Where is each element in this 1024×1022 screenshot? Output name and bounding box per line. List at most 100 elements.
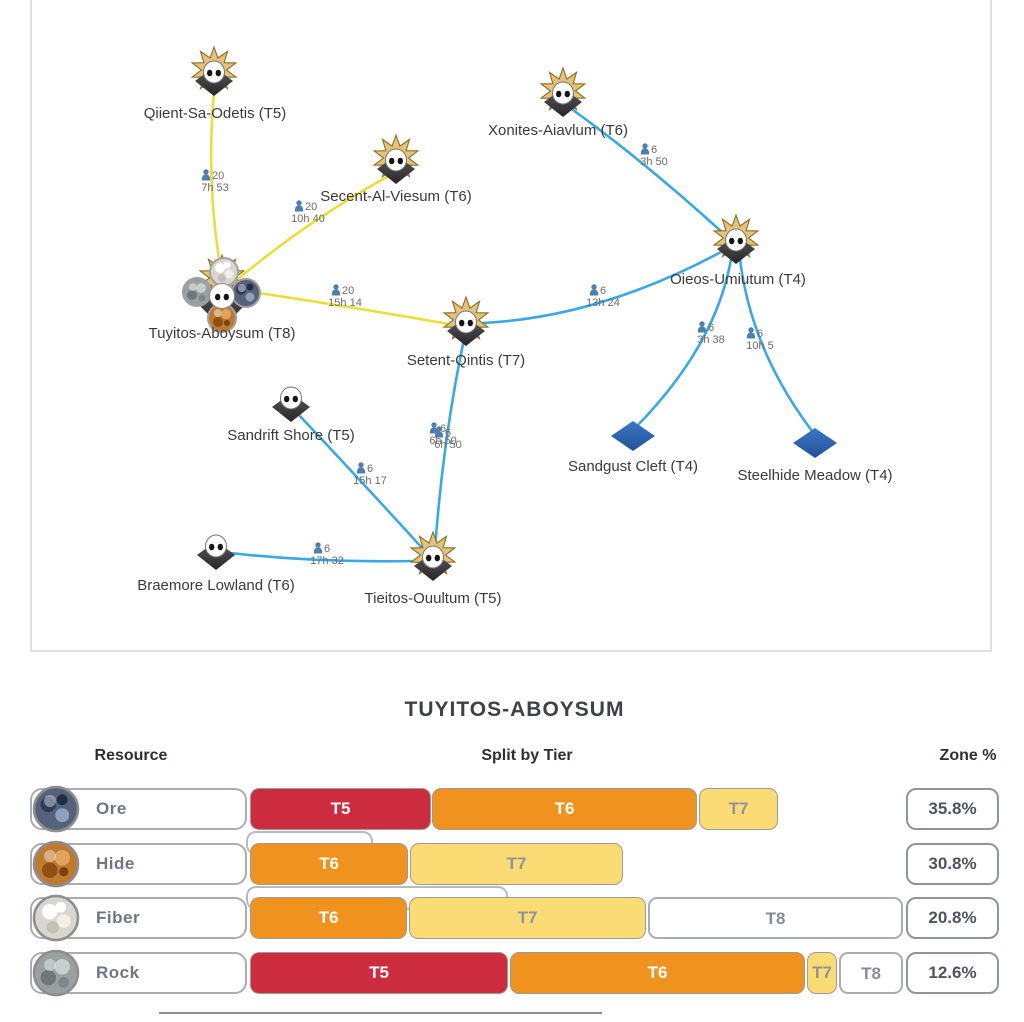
map-node-steelhide[interactable]: Steelhide Meadow (T4) <box>737 428 893 484</box>
svg-text:6h 50: 6h 50 <box>434 439 462 451</box>
svg-text:17h 32: 17h 32 <box>310 555 344 567</box>
svg-text:13h 24: 13h 24 <box>586 297 620 309</box>
map-edge-tuyitos-setent <box>250 290 451 326</box>
fiber-icon <box>32 894 80 942</box>
zone-percent-badge: 30.8% <box>906 843 999 885</box>
map-node-xonites[interactable]: Xonites-Aiavlum (T6) <box>488 66 628 139</box>
svg-text:3h 38: 3h 38 <box>697 334 725 346</box>
svg-text:20: 20 <box>305 201 317 213</box>
zone-detail-panel: TUYITOS-ABOYSUM Resource Split by Tier Z… <box>30 690 999 1010</box>
tier-segment-t6: T6 <box>510 952 805 994</box>
svg-text:10h 40: 10h 40 <box>291 213 325 225</box>
svg-text:15h 17: 15h 17 <box>353 475 387 487</box>
map-node-secent[interactable]: Secent-Al-Viesum (T6) <box>320 133 472 205</box>
map-edge-oieos-steelhide <box>738 257 814 433</box>
svg-text:6: 6 <box>445 427 451 439</box>
zone-percent-badge: 35.8% <box>906 788 999 830</box>
resource-row-hide: Hide T6 T7 30.8% <box>30 840 999 888</box>
map-edge-xonites-oieos <box>571 108 725 235</box>
map-node-label: Sandrift Shore (T5) <box>227 427 355 444</box>
zone-title: TUYITOS-ABOYSUM <box>404 698 625 721</box>
map-edge-tuyitos-qiient <box>209 91 222 268</box>
map-node-label: Xonites-Aiavlum (T6) <box>488 122 628 139</box>
svg-text:3h 50: 3h 50 <box>640 156 668 168</box>
column-header-zone: Zone % <box>939 747 997 764</box>
map-node-label: Tieitos-Ouultum (T5) <box>365 590 502 607</box>
map-panel: 20 7h 53 20 10h 40 20 15h 14 6 3h 50 6 13h 24 6 3h … <box>30 0 992 652</box>
map-edge-setent-tieitos <box>433 342 465 551</box>
svg-text:7h 53: 7h 53 <box>201 182 229 194</box>
map-nodes: Qiient-Sa-Odetis (T5) Xonites-Aiavlum (T6… <box>137 45 893 607</box>
map-node-tuyitos[interactable]: Tuyitos-Aboysum (T8) <box>149 253 296 342</box>
map-node-sandgust[interactable]: Sandgust Cleft (T4) <box>568 421 698 475</box>
section-divider <box>159 1012 602 1014</box>
column-header-resource: Resource <box>94 747 168 764</box>
column-header-split: Split by Tier <box>481 747 573 764</box>
resource-row-fiber: Fiber T6 T7 T8 20.8% <box>30 894 999 942</box>
map-node-label: Setent-Qintis (T7) <box>407 352 525 369</box>
svg-text:6: 6 <box>651 144 657 156</box>
resource-label: Fiber <box>96 908 141 927</box>
tier-segment-t7: T7 <box>699 788 778 830</box>
map-node-braemore[interactable]: Braemore Lowland (T6) <box>137 534 295 594</box>
map-node-label: Steelhide Meadow (T4) <box>737 467 892 484</box>
map-node-qiient[interactable]: Qiient-Sa-Odetis (T5) <box>144 45 287 122</box>
resource-label: Ore <box>96 799 127 818</box>
tier-segment-t7: T7 <box>410 843 623 885</box>
svg-text:15h 14: 15h 14 <box>328 297 362 309</box>
edge-label: 63h 38 <box>697 321 725 346</box>
tier-segment-t6: T6 <box>250 897 407 939</box>
map-node-tieitos[interactable]: Tieitos-Ouultum (T5) <box>365 530 502 607</box>
svg-text:20: 20 <box>342 285 354 297</box>
edge-label: 63h 50 <box>640 143 668 168</box>
map-edge-setent-oieos <box>481 250 723 325</box>
svg-text:6: 6 <box>367 463 373 475</box>
zone-percent-badge: 20.8% <box>906 897 999 939</box>
map-edge-sandrift-tieitos <box>297 413 425 551</box>
map-node-sandrift[interactable]: Sandrift Shore (T5) <box>227 386 355 444</box>
tier-segment-t5: T5 <box>250 952 508 994</box>
svg-text:6: 6 <box>757 328 763 340</box>
svg-text:6: 6 <box>600 285 606 297</box>
map-edge-braemore-tieitos <box>228 551 417 563</box>
resource-label: Rock <box>96 963 140 982</box>
map-node-label: Tuyitos-Aboysum (T8) <box>149 325 296 342</box>
map-node-label: Qiient-Sa-Odetis (T5) <box>144 105 287 122</box>
svg-text:6h 50: 6h 50 <box>429 435 457 447</box>
map-node-label: Secent-Al-Viesum (T6) <box>320 188 471 205</box>
map-node-label: Oieos-Umiutum (T4) <box>670 271 806 288</box>
rock-icon <box>32 949 80 997</box>
map-edge-tuyitos-secent <box>235 172 394 282</box>
svg-text:20: 20 <box>212 170 224 182</box>
edge-label: 66h 50 <box>429 422 457 447</box>
ore-icon <box>32 785 80 833</box>
map-edges <box>209 91 814 563</box>
resource-row-rock: Rock T5 T6 T7 T8 12.6% <box>30 949 999 997</box>
zone-percent-badge: 12.6% <box>906 952 999 994</box>
tier-segment-t5: T5 <box>250 788 431 830</box>
svg-text:10h 5: 10h 5 <box>746 340 774 352</box>
map-node-setent[interactable]: Setent-Qintis (T7) <box>407 295 525 369</box>
tier-segment-t6: T6 <box>250 843 408 885</box>
map-node-label: Sandgust Cleft (T4) <box>568 458 698 475</box>
resource-row-ore: Ore T5 T6 T7 35.8% <box>30 785 999 833</box>
map-node-oieos[interactable]: Oieos-Umiutum (T4) <box>670 213 806 288</box>
resource-label: Hide <box>96 854 135 873</box>
tier-segment-t8: T8 <box>648 897 903 939</box>
tier-segment-t8: T8 <box>839 952 903 994</box>
map-node-label: Braemore Lowland (T6) <box>137 577 295 594</box>
map-edge-oieos-sandgust <box>635 257 733 428</box>
svg-text:6: 6 <box>324 543 330 555</box>
tier-segment-t7: T7 <box>807 952 837 994</box>
hide-icon <box>32 840 80 888</box>
svg-text:6: 6 <box>440 423 446 435</box>
svg-text:6: 6 <box>708 322 714 334</box>
